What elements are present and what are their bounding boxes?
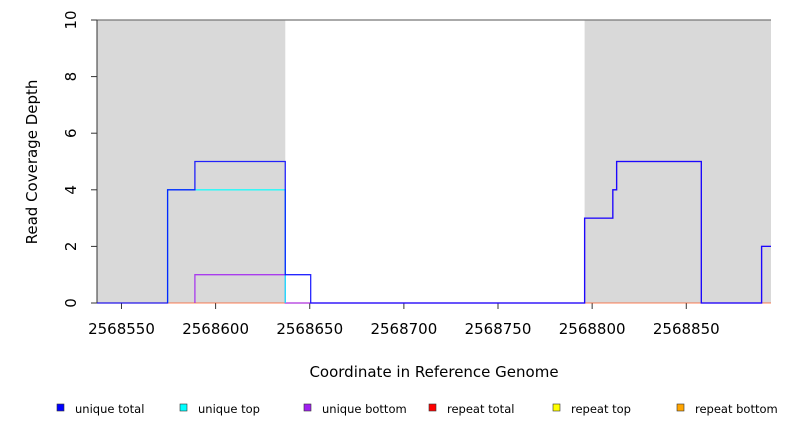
y-tick-label: 0 [62,298,80,308]
legend-swatch [552,403,561,412]
x-tick-label: 2568750 [465,320,532,338]
legend-label: unique top [198,402,260,416]
y-tick-label: 10 [62,10,80,29]
x-tick-label: 2568850 [653,320,720,338]
y-axis-label: Read Coverage Depth [23,80,41,245]
x-tick-label: 2568800 [559,320,626,338]
legend-label: repeat total [447,402,514,416]
series-unique-total [97,160,771,304]
x-tick-label: 2568650 [276,320,343,338]
x-tick-label: 2568550 [88,320,155,338]
legend-label: unique bottom [322,402,407,416]
legend-swatch [676,403,685,412]
legend-label: repeat top [571,402,631,416]
y-tick-label: 4 [62,185,80,195]
legend-swatch [303,403,312,412]
legend-label: repeat bottom [695,402,778,416]
y-tick-label: 2 [62,242,80,252]
legend-swatch [179,403,188,412]
legend-swatch [428,403,437,412]
x-tick-label: 2568600 [182,320,249,338]
x-tick-label: 2568700 [370,320,437,338]
legend-label: unique total [75,402,144,416]
y-tick-label: 6 [62,128,80,138]
y-tick-label: 8 [62,72,80,82]
x-axis-label: Coordinate in Reference Genome [309,363,558,381]
legend-swatch [56,403,65,412]
